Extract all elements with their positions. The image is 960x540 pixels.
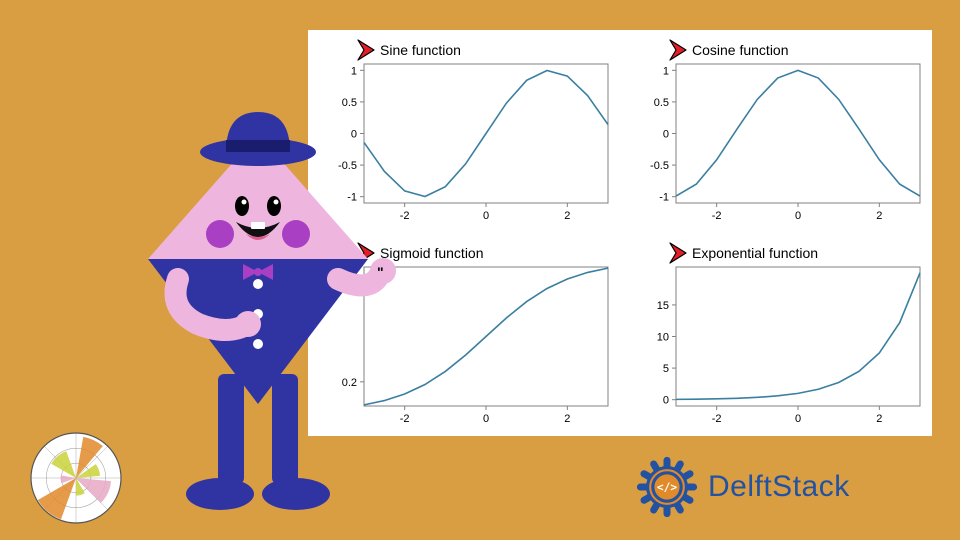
svg-text:": "	[377, 264, 384, 280]
tick-label: 5	[663, 363, 669, 375]
brand-text: DelftStack	[708, 470, 850, 504]
subplot-cosine-plot: -2 0 2 -1 -0.5 0 0.5 1	[628, 36, 928, 231]
stage: Sine function-202-1-0.500.51Cosine funct…	[0, 0, 960, 540]
subplot-cosine: Cosine function-202-1-0.500.51	[628, 36, 928, 231]
tick-label: -1	[659, 192, 669, 204]
brand-badge-icon: </>	[632, 452, 702, 522]
curve-cosine	[676, 70, 920, 196]
tick-label: 0	[663, 395, 669, 407]
tick-label: 0	[663, 129, 669, 141]
tick-label: 2	[564, 210, 570, 222]
tick-label: 0	[483, 210, 489, 222]
curve-exponential	[676, 273, 920, 400]
tick-label: 2	[876, 210, 882, 222]
tick-label: -0.5	[650, 160, 669, 172]
tick-label: 0	[795, 413, 801, 425]
tick-label: 2	[564, 413, 570, 425]
tick-label: 0	[483, 413, 489, 425]
tick-label: -2	[712, 413, 722, 425]
tick-label: 0.5	[654, 97, 669, 109]
tick-label: 1	[663, 65, 669, 77]
subplot-exponential-plot: -2 0 2 0 5 10 15	[628, 239, 928, 434]
tick-label: 2	[876, 413, 882, 425]
svg-text:</>: </>	[657, 481, 677, 494]
tick-label: 10	[657, 332, 669, 344]
tick-label: -2	[712, 210, 722, 222]
subplot-exponential: Exponential function-202051015	[628, 239, 928, 434]
tick-label: 0	[795, 210, 801, 222]
tick-label: 15	[657, 300, 669, 312]
mascot-character: "	[108, 74, 408, 524]
brand-logo: </> DelftStack	[632, 452, 850, 522]
